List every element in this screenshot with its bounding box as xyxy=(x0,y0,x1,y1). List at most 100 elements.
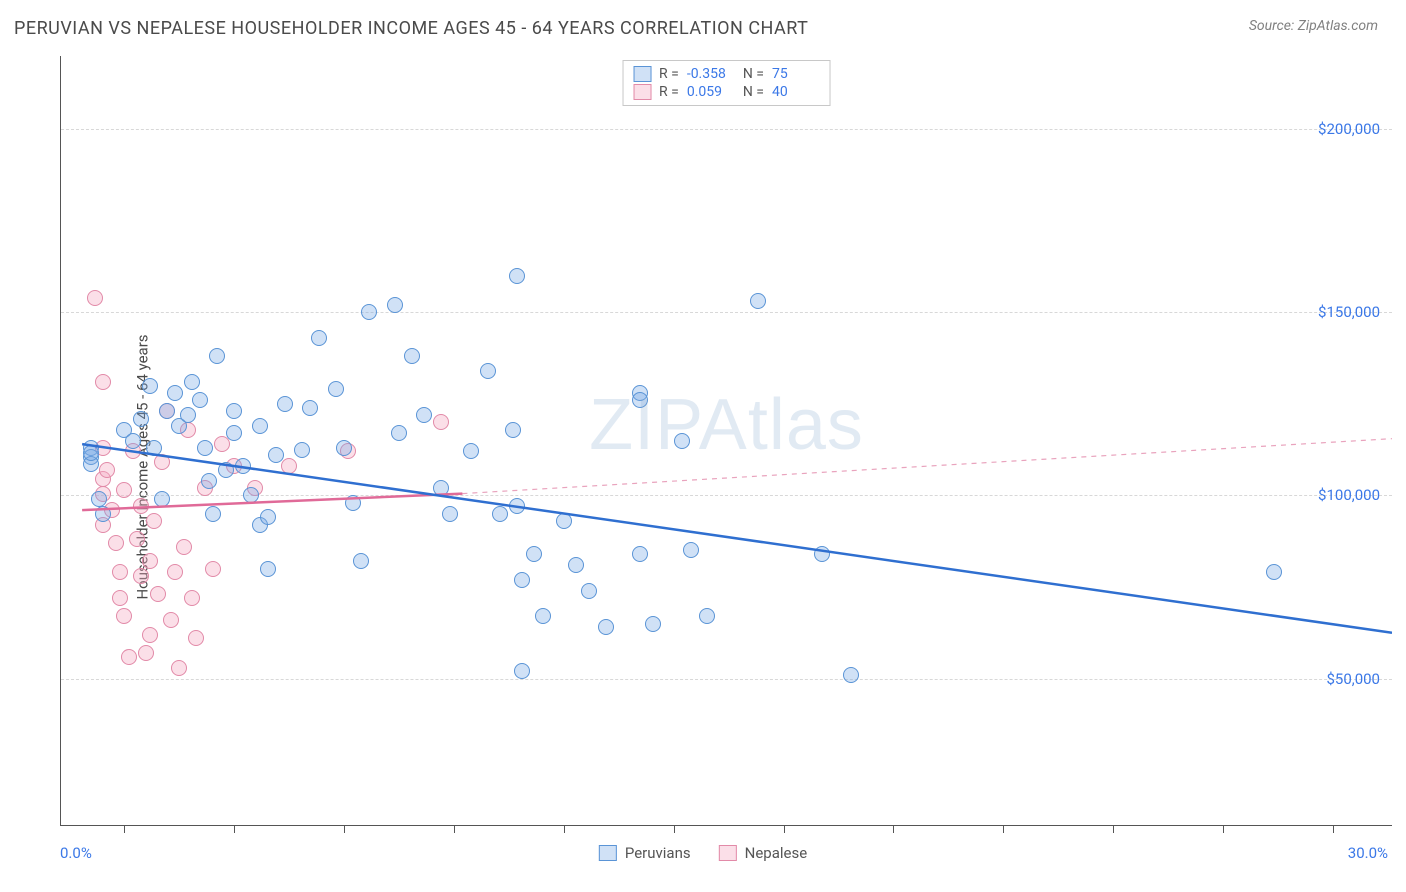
data-point xyxy=(674,433,690,449)
data-point xyxy=(112,564,128,580)
data-point xyxy=(116,482,132,498)
gridline xyxy=(61,312,1392,313)
gridline xyxy=(61,129,1392,130)
data-point xyxy=(91,491,107,507)
data-point xyxy=(294,442,310,458)
data-point xyxy=(480,363,496,379)
data-point xyxy=(154,491,170,507)
x-tick xyxy=(1113,825,1114,833)
x-tick xyxy=(564,825,565,833)
data-point xyxy=(683,542,699,558)
x-tick xyxy=(674,825,675,833)
data-point xyxy=(302,400,318,416)
data-point xyxy=(243,487,259,503)
legend-n-value: 40 xyxy=(772,84,820,100)
legend-r-label: R = xyxy=(659,66,679,82)
data-point xyxy=(814,546,830,562)
data-point xyxy=(167,385,183,401)
data-point xyxy=(218,462,234,478)
data-point xyxy=(598,619,614,635)
data-point xyxy=(99,462,115,478)
data-point xyxy=(138,645,154,661)
data-point xyxy=(281,458,297,474)
x-tick xyxy=(1223,825,1224,833)
data-point xyxy=(146,513,162,529)
data-point xyxy=(514,572,530,588)
data-point xyxy=(87,290,103,306)
data-point xyxy=(433,414,449,430)
data-point xyxy=(568,557,584,573)
data-point xyxy=(154,454,170,470)
data-point xyxy=(133,411,149,427)
data-point xyxy=(404,348,420,364)
data-point xyxy=(345,495,361,511)
data-point xyxy=(83,445,99,461)
x-min-label: 0.0% xyxy=(60,844,92,862)
data-point xyxy=(159,403,175,419)
data-point xyxy=(843,667,859,683)
data-point xyxy=(129,531,145,547)
data-point xyxy=(201,473,217,489)
data-point xyxy=(188,630,204,646)
legend-swatch xyxy=(633,66,651,82)
legend-n-label: N = xyxy=(743,66,764,82)
data-point xyxy=(184,590,200,606)
data-point xyxy=(505,422,521,438)
data-point xyxy=(192,392,208,408)
x-tick xyxy=(234,825,235,833)
data-point xyxy=(226,403,242,419)
data-point xyxy=(142,553,158,569)
watermark: ZIPAtlas xyxy=(589,384,864,466)
y-tick-label: $200,000 xyxy=(1318,120,1380,138)
data-point xyxy=(526,546,542,562)
trend-lines xyxy=(61,56,1392,825)
data-point xyxy=(699,608,715,624)
data-point xyxy=(556,513,572,529)
data-point xyxy=(353,553,369,569)
legend-item: Peruvians xyxy=(599,844,691,862)
data-point xyxy=(260,561,276,577)
data-point xyxy=(121,649,137,665)
gridline xyxy=(61,679,1392,680)
data-point xyxy=(95,374,111,390)
data-point xyxy=(205,561,221,577)
x-tick xyxy=(454,825,455,833)
data-point xyxy=(509,498,525,514)
x-tick xyxy=(784,825,785,833)
data-point xyxy=(750,293,766,309)
legend-r-value: -0.358 xyxy=(687,66,735,82)
data-point xyxy=(442,506,458,522)
data-point xyxy=(632,546,648,562)
legend-row: R =-0.358N =75 xyxy=(633,65,820,83)
data-point xyxy=(112,590,128,606)
data-point xyxy=(180,407,196,423)
gridline xyxy=(61,495,1392,496)
legend-swatch xyxy=(599,845,617,861)
plot-area: ZIPAtlas R =-0.358N =75R =0.059N =40 $50… xyxy=(60,56,1392,826)
legend-r-label: R = xyxy=(659,84,679,100)
data-point xyxy=(235,458,251,474)
data-point xyxy=(645,616,661,632)
data-point xyxy=(214,436,230,452)
data-point xyxy=(133,568,149,584)
data-point xyxy=(142,627,158,643)
data-point xyxy=(226,425,242,441)
data-point xyxy=(336,440,352,456)
source-label: Source: ZipAtlas.com xyxy=(1249,18,1378,34)
legend-item: Nepalese xyxy=(719,844,808,862)
data-point xyxy=(260,509,276,525)
data-point xyxy=(277,396,293,412)
data-point xyxy=(205,506,221,522)
legend-swatch xyxy=(633,84,651,100)
x-tick xyxy=(893,825,894,833)
data-point xyxy=(116,608,132,624)
data-point xyxy=(167,564,183,580)
data-point xyxy=(328,381,344,397)
data-point xyxy=(95,506,111,522)
x-tick xyxy=(1003,825,1004,833)
data-point xyxy=(150,586,166,602)
data-point xyxy=(176,539,192,555)
data-point xyxy=(171,660,187,676)
data-point xyxy=(268,447,284,463)
correlation-legend: R =-0.358N =75R =0.059N =40 xyxy=(622,60,831,106)
